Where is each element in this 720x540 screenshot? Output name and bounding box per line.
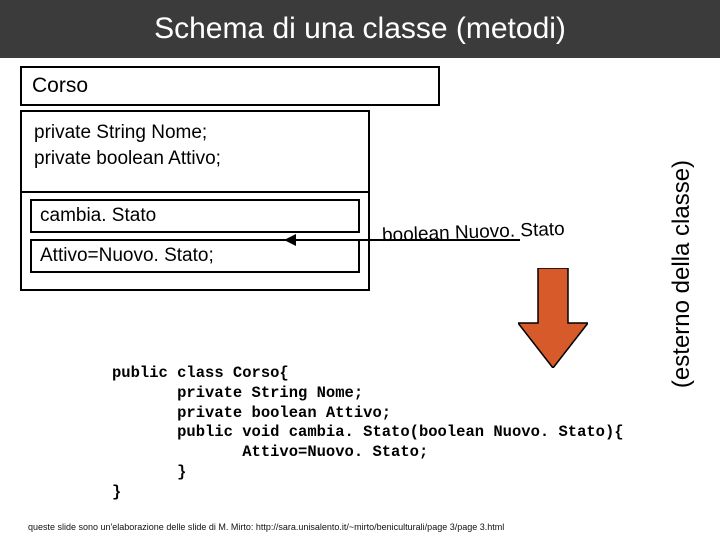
down-arrow-icon — [518, 268, 588, 368]
class-name-text: Corso — [32, 74, 88, 97]
uml-attr-2: private boolean Attivo; — [34, 146, 356, 172]
uml-method-name-text: cambia. Stato — [40, 205, 156, 226]
code-block: public class Corso{ private String Nome;… — [112, 364, 624, 503]
uml-box: private String Nome; private boolean Att… — [20, 110, 370, 291]
uml-method-name: cambia. Stato — [30, 199, 360, 233]
uml-method-body-text: Attivo=Nuovo. Stato; — [40, 245, 214, 266]
code-l7: } — [112, 483, 121, 501]
code-l6: } — [112, 463, 186, 481]
param-label: boolean Nuovo. Stato — [382, 219, 565, 247]
class-name-box: Corso — [20, 66, 440, 106]
uml-method-frame: cambia. Stato Attivo=Nuovo. Stato; — [22, 191, 368, 289]
code-l5: Attivo=Nuovo. Stato; — [112, 443, 428, 461]
down-arrow-shape — [518, 268, 588, 368]
slide-title-text: Schema di una classe (metodi) — [154, 12, 566, 46]
slide-title: Schema di una classe (metodi) — [0, 0, 720, 58]
vertical-label-text: (esterno della classe) — [668, 160, 695, 388]
uml-attr-1: private String Nome; — [34, 120, 356, 146]
uml-method-body: Attivo=Nuovo. Stato; — [30, 239, 360, 273]
code-l1: public class Corso{ — [112, 364, 289, 382]
code-l3: private boolean Attivo; — [112, 404, 391, 422]
footer-text: queste slide sono un'elaborazione delle … — [28, 522, 504, 532]
slide-root: Schema di una classe (metodi) Corso priv… — [0, 0, 720, 540]
param-label-text: boolean Nuovo. Stato — [382, 219, 565, 246]
uml-attributes: private String Nome; private boolean Att… — [22, 112, 368, 191]
code-l2: private String Nome; — [112, 384, 363, 402]
code-l4: public void cambia. Stato(boolean Nuovo.… — [112, 423, 624, 441]
vertical-label: (esterno della classe) — [668, 154, 696, 394]
